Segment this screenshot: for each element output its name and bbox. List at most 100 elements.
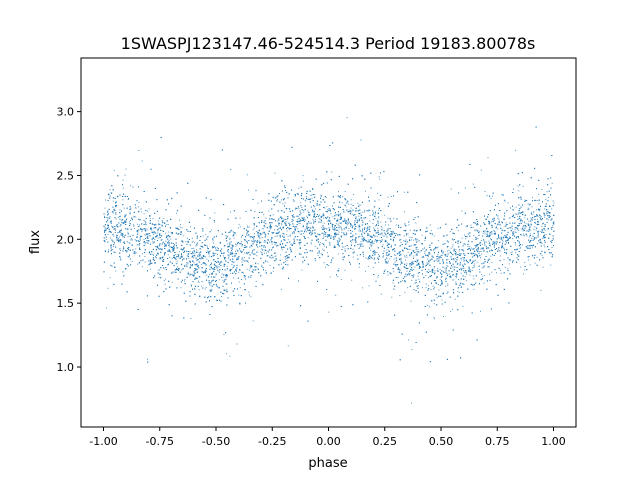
data-point: [523, 273, 524, 275]
data-point: [391, 296, 393, 298]
data-point: [494, 231, 496, 233]
data-point: [172, 247, 174, 249]
data-point: [493, 230, 495, 231]
data-point: [202, 235, 204, 237]
data-point: [528, 255, 530, 257]
data-point: [230, 273, 232, 274]
data-point: [299, 247, 301, 249]
data-point: [144, 244, 146, 246]
data-point: [266, 255, 268, 257]
data-point: [429, 306, 430, 308]
data-point: [410, 300, 412, 302]
data-point: [109, 216, 111, 218]
data-point: [330, 213, 332, 215]
data-point: [227, 235, 229, 237]
data-point: [549, 213, 551, 215]
data-point: [403, 255, 405, 257]
chart-title: 1SWASPJ123147.46-524514.3 Period 19183.8…: [121, 34, 536, 53]
data-point: [303, 216, 305, 218]
data-point: [107, 210, 109, 212]
data-point: [265, 217, 267, 219]
data-point: [129, 185, 131, 187]
data-point: [359, 236, 361, 237]
data-point: [500, 272, 502, 274]
data-point: [546, 221, 548, 223]
data-point: [275, 225, 277, 227]
data-point: [191, 253, 193, 255]
data-point: [131, 244, 133, 246]
data-point: [251, 266, 253, 267]
data-point: [157, 231, 159, 233]
data-point: [545, 199, 547, 201]
data-point: [296, 221, 298, 222]
data-point: [192, 240, 194, 242]
data-point: [133, 228, 135, 229]
data-point: [480, 240, 482, 242]
data-point: [131, 244, 133, 246]
data-point: [139, 249, 141, 250]
data-point: [473, 288, 475, 290]
data-point: [427, 285, 429, 287]
data-point: [359, 243, 361, 245]
data-point: [165, 245, 167, 247]
data-point: [314, 206, 316, 208]
data-point: [307, 210, 309, 212]
data-point: [195, 245, 197, 247]
data-point: [104, 207, 106, 209]
data-point: [269, 264, 271, 266]
data-point: [289, 235, 291, 237]
data-point: [323, 227, 325, 228]
data-point: [248, 291, 250, 293]
data-point: [480, 310, 481, 312]
data-point: [502, 238, 504, 240]
data-point: [374, 228, 375, 230]
data-point: [324, 207, 326, 209]
data-point: [452, 246, 454, 248]
data-point: [426, 262, 428, 264]
data-point: [289, 225, 291, 227]
data-point: [267, 261, 269, 263]
data-point: [208, 283, 210, 285]
data-point: [280, 288, 282, 290]
data-point: [528, 236, 530, 238]
data-point: [524, 262, 526, 264]
data-point: [152, 240, 154, 242]
data-point: [344, 218, 346, 220]
data-point: [464, 243, 466, 245]
data-point: [103, 215, 105, 217]
data-point: [539, 241, 541, 243]
data-point: [333, 227, 335, 228]
data-point: [366, 241, 368, 243]
data-point: [395, 265, 397, 267]
data-point: [505, 225, 507, 227]
data-point: [465, 226, 467, 228]
data-point: [487, 266, 489, 268]
data-point: [112, 212, 114, 214]
data-point: [531, 219, 533, 221]
data-point: [348, 228, 350, 229]
data-point: [377, 209, 379, 211]
data-point: [223, 334, 225, 335]
data-point: [214, 276, 216, 278]
data-point: [225, 278, 227, 280]
data-point: [530, 211, 532, 213]
data-point: [202, 247, 204, 248]
data-point: [359, 244, 361, 246]
data-point: [327, 252, 328, 254]
data-point: [449, 273, 451, 275]
data-point: [314, 233, 316, 235]
data-point: [476, 248, 478, 250]
data-point: [340, 222, 342, 224]
data-point: [374, 213, 376, 215]
data-point: [373, 230, 375, 232]
data-point: [264, 226, 266, 228]
data-point: [217, 287, 219, 289]
data-point: [386, 230, 388, 232]
data-point: [246, 234, 247, 236]
data-point: [265, 252, 267, 254]
data-point: [490, 255, 492, 257]
data-point: [551, 225, 553, 227]
data-point: [416, 259, 418, 261]
data-point: [240, 242, 242, 244]
data-point: [346, 117, 348, 119]
